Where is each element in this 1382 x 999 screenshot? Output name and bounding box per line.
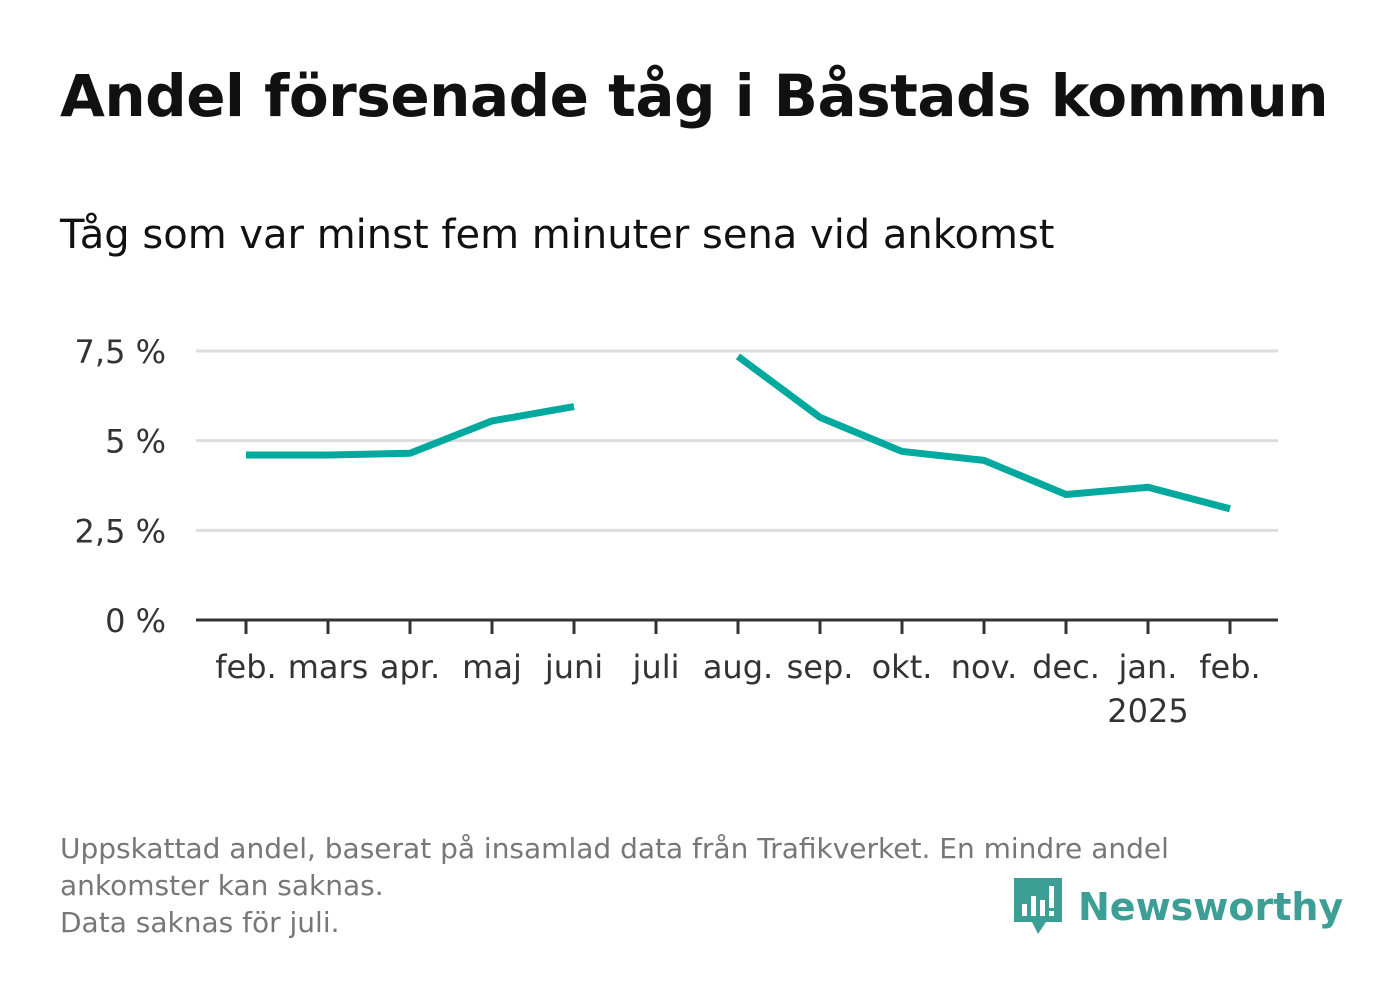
x-tick-sublabel: 2025 — [1107, 692, 1188, 730]
footnote-line: Uppskattad andel, baserat på insamlad da… — [60, 832, 1169, 865]
gridlines — [196, 349, 1278, 532]
x-tick-label: juli — [632, 648, 680, 686]
x-tick-label: aug. — [703, 648, 773, 686]
y-tick-label: 2,5 % — [75, 512, 166, 550]
x-tick-label: maj — [462, 648, 522, 686]
x-tick-label: feb. — [215, 648, 276, 686]
x-tick-label: nov. — [951, 648, 1017, 686]
chart-title: Andel försenade tåg i Båstads kommun — [60, 62, 1329, 130]
footnote-line: ankomster kan saknas. — [60, 869, 384, 902]
x-axis-labels: feb. mars apr. maj juni juli aug. sep. okt. nov. d… — [215, 648, 1260, 730]
y-tick-label: 5 % — [105, 423, 166, 461]
x-tick-label: dec. — [1032, 648, 1100, 686]
x-tick-label: jan. — [1118, 648, 1178, 686]
line-chart: 0 % 2,5 % 5 % 7,5 % feb. mars apr. maj juni juli… — [75, 333, 1278, 730]
brand: Newsworthy — [1012, 876, 1343, 938]
x-tick-label: feb. — [1199, 648, 1260, 686]
series-lines — [246, 353, 1231, 513]
y-tick-label: 0 % — [105, 602, 166, 640]
series-line — [735, 353, 1231, 513]
x-tick-label: juni — [544, 648, 603, 686]
x-tick-label: sep. — [787, 648, 854, 686]
chart-subtitle: Tåg som var minst fem minuter sena vid a… — [60, 212, 1055, 258]
newsworthy-logo-icon — [1014, 878, 1062, 934]
y-tick-label: 7,5 % — [75, 333, 166, 371]
x-axis — [196, 618, 1278, 634]
brand-name: Newsworthy — [1078, 885, 1344, 929]
x-tick-label: apr. — [380, 648, 440, 686]
footnote: Uppskattad andel, baserat på insamlad da… — [60, 830, 1320, 941]
x-tick-label: mars — [288, 648, 369, 686]
y-axis-labels: 0 % 2,5 % 5 % 7,5 % — [75, 333, 166, 640]
footnote-line: Data saknas för juli. — [60, 906, 340, 939]
series-line — [246, 403, 575, 459]
x-tick-label: okt. — [872, 648, 933, 686]
